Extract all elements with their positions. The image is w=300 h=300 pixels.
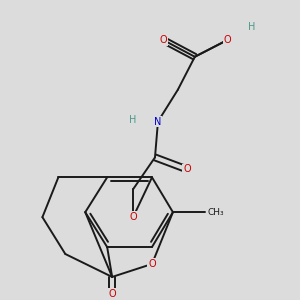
Text: O: O (108, 289, 116, 299)
Text: H: H (248, 22, 255, 32)
Text: O: O (159, 35, 167, 45)
Text: O: O (129, 212, 137, 222)
Text: O: O (224, 35, 232, 45)
Text: O: O (183, 164, 191, 174)
Text: H: H (129, 115, 137, 124)
Text: O: O (148, 259, 156, 269)
Text: CH₃: CH₃ (208, 208, 224, 217)
Text: N: N (154, 116, 162, 127)
